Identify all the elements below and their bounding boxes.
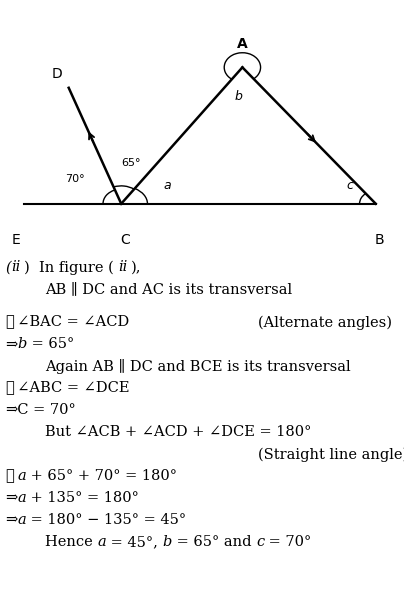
Text: ),: ),	[131, 260, 141, 274]
Text: b: b	[163, 535, 172, 549]
Text: )  In figure (: ) In figure (	[24, 260, 114, 275]
Text: E: E	[12, 233, 21, 247]
Text: = 45°,: = 45°,	[106, 535, 163, 549]
Text: Hence: Hence	[45, 535, 97, 549]
Text: a: a	[17, 469, 26, 483]
Text: ∴: ∴	[5, 469, 14, 483]
Text: b: b	[17, 337, 27, 351]
Text: ii: ii	[11, 260, 20, 274]
Text: (Alternate angles): (Alternate angles)	[258, 315, 392, 330]
Text: a: a	[17, 491, 26, 505]
Text: = 65°: = 65°	[27, 337, 74, 351]
Text: ∴: ∴	[5, 315, 14, 329]
Text: (Straight line angle): (Straight line angle)	[258, 447, 404, 462]
Text: = 65° and: = 65° and	[172, 535, 256, 549]
Text: = 70°: = 70°	[264, 535, 311, 549]
Text: But ∠ACB + ∠ACD + ∠DCE = 180°: But ∠ACB + ∠ACD + ∠DCE = 180°	[45, 425, 311, 439]
Text: ⇒: ⇒	[5, 403, 17, 417]
Text: a: a	[17, 513, 26, 527]
Text: + 65° + 70° = 180°: + 65° + 70° = 180°	[26, 469, 177, 483]
Text: C = 70°: C = 70°	[8, 403, 76, 417]
Text: ⇒: ⇒	[5, 337, 17, 351]
Text: D: D	[51, 67, 62, 81]
Text: + 135° = 180°: + 135° = 180°	[26, 491, 139, 505]
Text: A: A	[237, 37, 248, 51]
Text: b: b	[234, 90, 242, 103]
Text: 70°: 70°	[65, 175, 84, 184]
Text: ∠ABC = ∠DCE: ∠ABC = ∠DCE	[8, 381, 130, 395]
Text: (: (	[5, 260, 11, 274]
Text: a: a	[164, 179, 171, 192]
Text: c: c	[346, 179, 353, 192]
Text: ∠BAC = ∠ACD: ∠BAC = ∠ACD	[8, 315, 129, 329]
Text: ∴: ∴	[5, 381, 14, 395]
Text: AB ∥ DC and AC is its transversal: AB ∥ DC and AC is its transversal	[45, 282, 292, 296]
Text: ⇒: ⇒	[5, 491, 17, 505]
Text: 65°: 65°	[122, 158, 141, 168]
Text: a: a	[97, 535, 106, 549]
Text: ⇒: ⇒	[5, 513, 17, 527]
Text: C: C	[120, 233, 130, 247]
Text: = 180° − 135° = 45°: = 180° − 135° = 45°	[26, 513, 186, 527]
Text: Again AB ∥ DC and BCE is its transversal: Again AB ∥ DC and BCE is its transversal	[45, 359, 351, 374]
Text: B: B	[375, 233, 385, 247]
Text: ii: ii	[118, 260, 127, 274]
Text: c: c	[256, 535, 264, 549]
